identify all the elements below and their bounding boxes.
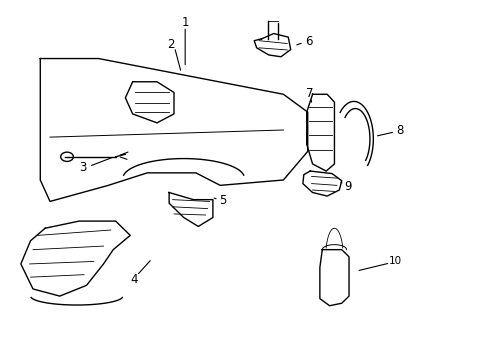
Text: 7: 7 — [306, 87, 313, 100]
Text: 3: 3 — [79, 161, 86, 174]
Text: 5: 5 — [219, 194, 226, 207]
Text: 1: 1 — [181, 16, 188, 29]
Text: 10: 10 — [388, 256, 401, 266]
Text: 2: 2 — [166, 38, 174, 51]
Text: 6: 6 — [305, 35, 312, 48]
Text: 9: 9 — [343, 180, 350, 193]
Text: 4: 4 — [130, 273, 137, 286]
Text: 8: 8 — [396, 124, 403, 137]
